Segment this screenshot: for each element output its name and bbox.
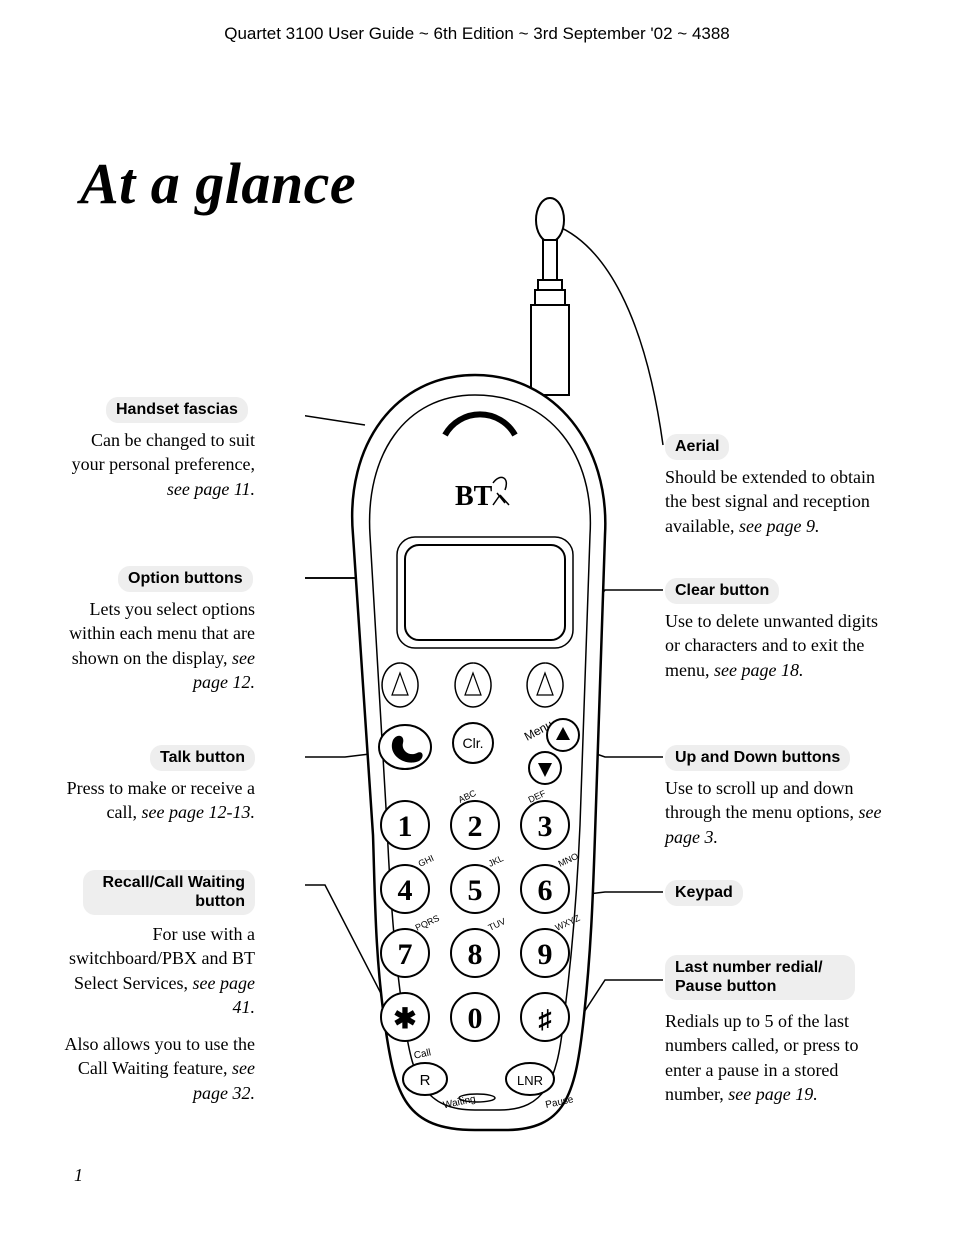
ref: see page 19. (728, 1084, 817, 1104)
desc-handset-fascias: Can be changed to suit your personal pre… (60, 428, 255, 501)
desc-updown: Use to scroll up and down through the me… (665, 776, 895, 849)
key-3: 3 (538, 810, 553, 843)
text: Can be changed to suit your personal pre… (72, 430, 255, 474)
text: Use to scroll up and down through the me… (665, 778, 858, 822)
key-7: 7 (398, 938, 413, 971)
pill-option-buttons: Option buttons (118, 566, 253, 592)
key-5: 5 (468, 874, 483, 907)
desc-clear-button: Use to delete unwanted digits or charact… (665, 609, 895, 682)
key-hash: ♯ (539, 1005, 552, 1034)
ref: see page 9. (739, 516, 819, 536)
clr-label: Clr. (463, 735, 484, 751)
phone-diagram: BT Clr. Menu 1 2 3 4 5 6 7 8 9 ✱ (305, 195, 685, 1165)
page-number: 1 (74, 1165, 83, 1186)
desc-aerial: Should be extended to obtain the best si… (665, 465, 895, 538)
desc-recall-1: For use with a switchboard/PBX and BT Se… (60, 922, 255, 1019)
lnr-button-label: LNR (517, 1073, 543, 1088)
key-0: 0 (468, 1002, 483, 1035)
key-4: 4 (398, 874, 413, 907)
key-6: 6 (538, 874, 553, 907)
ref: see page 41. (193, 973, 255, 1017)
pill-recall: Recall/Call Waiting button (83, 870, 255, 915)
doc-header: Quartet 3100 User Guide ~ 6th Edition ~ … (0, 24, 954, 44)
key-9: 9 (538, 938, 553, 971)
ref: see page 11. (167, 479, 255, 499)
ref: see page 18. (714, 660, 803, 680)
r-button-label: R (420, 1072, 431, 1089)
ref: see page 12-13. (142, 802, 255, 822)
pill-lnr: Last number redial/ Pause button (665, 955, 855, 1000)
desc-recall-2: Also allows you to use the Call Waiting … (60, 1032, 255, 1105)
brand-label: BT (455, 481, 493, 512)
pill-updown: Up and Down buttons (665, 745, 850, 771)
key-8: 8 (468, 938, 483, 971)
key-2: 2 (468, 810, 483, 843)
key-star: ✱ (393, 1004, 416, 1035)
desc-option-buttons: Lets you select options within each menu… (60, 597, 255, 694)
key-1: 1 (398, 810, 413, 843)
text: Lets you select options within each menu… (69, 599, 255, 668)
pill-handset-fascias: Handset fascias (106, 397, 248, 423)
pill-talk-button: Talk button (150, 745, 255, 771)
desc-talk-button: Press to make or receive a call, see pag… (60, 776, 255, 825)
text: Also allows you to use the Call Waiting … (65, 1034, 256, 1078)
desc-lnr: Redials up to 5 of the last numbers call… (665, 1009, 895, 1106)
